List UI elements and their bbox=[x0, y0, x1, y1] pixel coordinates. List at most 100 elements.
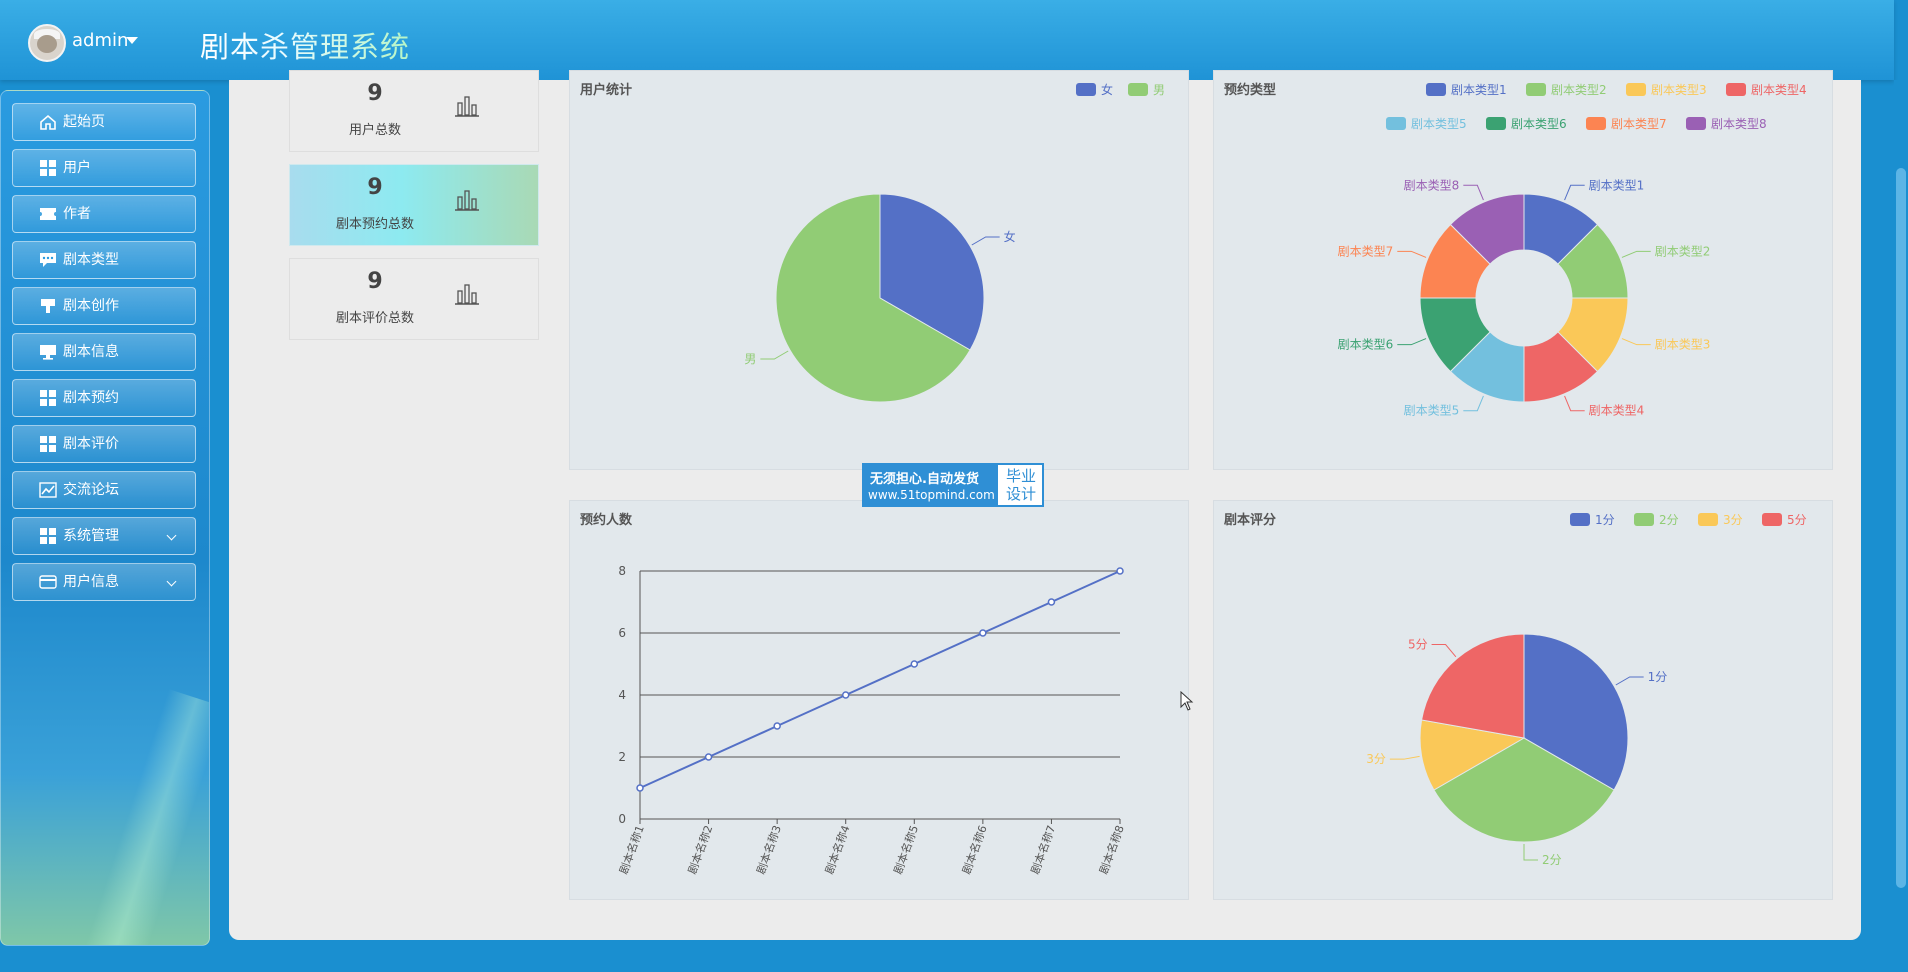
pie-label-line bbox=[1397, 338, 1427, 346]
legend-item[interactable]: 2分 bbox=[1634, 513, 1679, 527]
monitor-icon bbox=[40, 345, 56, 360]
avatar[interactable] bbox=[28, 24, 66, 62]
pie-label: 5分 bbox=[1408, 638, 1428, 652]
legend-label: 3分 bbox=[1723, 513, 1743, 527]
pie-slice[interactable] bbox=[1421, 633, 1525, 739]
legend-item[interactable]: 5分 bbox=[1762, 513, 1807, 527]
legend-item[interactable]: 剧本类型8 bbox=[1686, 117, 1767, 131]
pie-label-line bbox=[1615, 676, 1644, 686]
sidebar-item-label: 剧本信息 bbox=[63, 344, 119, 360]
legend-item[interactable]: 男 bbox=[1128, 83, 1165, 97]
ticket-icon bbox=[40, 208, 56, 220]
pie-label: 2分 bbox=[1542, 853, 1562, 867]
y-tick-label: 4 bbox=[618, 688, 626, 702]
legend-label: 2分 bbox=[1659, 513, 1679, 527]
legend-item[interactable]: 3分 bbox=[1698, 513, 1743, 527]
caret-down-icon[interactable] bbox=[126, 37, 138, 44]
panel-booking-type: 预约类型 剧本类型1 剧本类型2 剧本类型3 剧本类型4 剧本类型5 剧本类型6 剧本类型7… bbox=[1213, 70, 1833, 470]
grid-icon bbox=[40, 528, 56, 544]
legend-item[interactable]: 剧本类型6 bbox=[1486, 117, 1567, 131]
pie-slice[interactable] bbox=[879, 193, 985, 351]
sidebar-item-forum[interactable]: 交流论坛 bbox=[12, 471, 196, 509]
legend-label: 剧本类型5 bbox=[1411, 117, 1467, 131]
scrollbar-thumb[interactable] bbox=[1896, 168, 1906, 888]
legend-swatch bbox=[1762, 513, 1782, 526]
user-name[interactable]: admin bbox=[72, 30, 129, 51]
legend-item[interactable]: 剧本类型4 bbox=[1726, 83, 1807, 97]
sidebar-item-label: 作者 bbox=[63, 206, 91, 222]
data-point[interactable] bbox=[704, 753, 713, 761]
pie-label-line bbox=[1397, 250, 1427, 258]
sidebar-item-script-booking[interactable]: 剧本预约 bbox=[12, 379, 196, 417]
sidebar-item-home[interactable]: 起始页 bbox=[12, 103, 196, 141]
pie-label: 女 bbox=[1004, 229, 1016, 244]
x-tick-label: 剧本名称3 bbox=[753, 823, 784, 876]
y-tick-label: 0 bbox=[618, 812, 626, 826]
chevron-down-icon[interactable] bbox=[166, 576, 177, 587]
rating-pie-chart: 1分 2分 3分 5分 1分 2分 3分 5分 bbox=[1366, 513, 1807, 867]
pie-slice[interactable] bbox=[1419, 719, 1526, 791]
pie-slice[interactable] bbox=[1523, 633, 1629, 791]
sidebar-item-label: 起始页 bbox=[63, 114, 105, 130]
panel-rating: 剧本评分 1分 2分 3分 5分 1分 2分 3分 5分 bbox=[1213, 500, 1833, 900]
sidebar-item-script-types[interactable]: 剧本类型 bbox=[12, 241, 196, 279]
panel-title: 剧本评分 bbox=[1224, 513, 1277, 528]
legend-item[interactable]: 剧本类型7 bbox=[1586, 117, 1667, 131]
data-point[interactable] bbox=[910, 660, 919, 668]
stat-value: 9 bbox=[367, 81, 383, 106]
legend-item[interactable]: 剧本类型5 bbox=[1386, 117, 1467, 131]
data-point[interactable] bbox=[636, 784, 644, 792]
sidebar-item-user-info[interactable]: 用户信息 bbox=[12, 563, 196, 601]
sidebar-item-system-management[interactable]: 系统管理 bbox=[12, 517, 196, 555]
system-title: 剧本杀管理系统 bbox=[200, 24, 410, 66]
sidebar-item-script-review[interactable]: 剧本评价 bbox=[12, 425, 196, 463]
watermark-right-line1: 毕业 bbox=[1005, 467, 1036, 485]
sidebar-item-authors[interactable]: 作者 bbox=[12, 195, 196, 233]
stat-label: 剧本预约总数 bbox=[335, 217, 414, 232]
legend-label: 1分 bbox=[1595, 513, 1615, 527]
legend-item[interactable]: 女 bbox=[1076, 82, 1113, 97]
pie-label: 剧本类型6 bbox=[1338, 338, 1394, 352]
panel-title: 预约人数 bbox=[580, 513, 633, 528]
pie-label-line bbox=[971, 236, 1000, 246]
legend-swatch bbox=[1586, 117, 1606, 130]
legend-label: 剧本类型3 bbox=[1651, 83, 1707, 97]
booking-type-donut-chart: 剧本类型1 剧本类型2 剧本类型3 剧本类型4 剧本类型5 剧本类型6 剧本类型7 剧本类型8… bbox=[1338, 83, 1807, 418]
sidebar-item-label: 交流论坛 bbox=[63, 482, 119, 498]
data-point[interactable] bbox=[773, 722, 781, 730]
pie-slice[interactable] bbox=[1449, 193, 1525, 265]
legend-item[interactable]: 剧本类型2 bbox=[1526, 83, 1607, 97]
data-point[interactable] bbox=[841, 691, 850, 699]
legend-item[interactable]: 剧本类型3 bbox=[1626, 83, 1707, 97]
legend-swatch bbox=[1486, 117, 1506, 130]
sidebar-item-script-info[interactable]: 剧本信息 bbox=[12, 333, 196, 371]
series-line bbox=[639, 570, 1121, 789]
legend-label: 剧本类型7 bbox=[1611, 117, 1667, 131]
pie-label-line bbox=[1463, 184, 1484, 201]
sidebar-item-script-creation[interactable]: 剧本创作 bbox=[12, 287, 196, 325]
data-point[interactable] bbox=[1116, 567, 1124, 575]
x-tick-label: 剧本名称4 bbox=[822, 823, 853, 876]
legend-swatch bbox=[1426, 83, 1446, 96]
home-icon bbox=[40, 114, 56, 130]
panel-user-stats: 用户统计 女男女男 bbox=[569, 70, 1189, 470]
legend-label: 女 bbox=[1101, 82, 1113, 97]
pie-label-line bbox=[760, 350, 789, 360]
sidebar-item-users[interactable]: 用户 bbox=[12, 149, 196, 187]
legend-item[interactable]: 剧本类型1 bbox=[1426, 83, 1507, 97]
data-point[interactable] bbox=[979, 629, 987, 637]
legend-swatch bbox=[1570, 513, 1590, 526]
pie-label: 男 bbox=[744, 352, 756, 366]
data-point[interactable] bbox=[1047, 598, 1056, 606]
x-tick-label: 剧本名称8 bbox=[1096, 823, 1127, 876]
chevron-down-icon[interactable] bbox=[166, 530, 177, 541]
panel-title: 预约类型 bbox=[1224, 83, 1277, 98]
legend-swatch bbox=[1686, 117, 1706, 130]
sidebar-item-label: 剧本评价 bbox=[63, 436, 119, 452]
pie-label-line bbox=[1431, 644, 1457, 658]
main-content: 9 用户总数 9 剧本预约总数 9 剧本评价总数 用户统计 女男女男 预约类型 … bbox=[229, 70, 1861, 940]
pie-label: 剧本类型5 bbox=[1404, 404, 1460, 418]
legend-item[interactable]: 1分 bbox=[1570, 513, 1615, 527]
watermark-right-line2: 设计 bbox=[1005, 485, 1036, 503]
pie-slice[interactable] bbox=[775, 193, 971, 403]
